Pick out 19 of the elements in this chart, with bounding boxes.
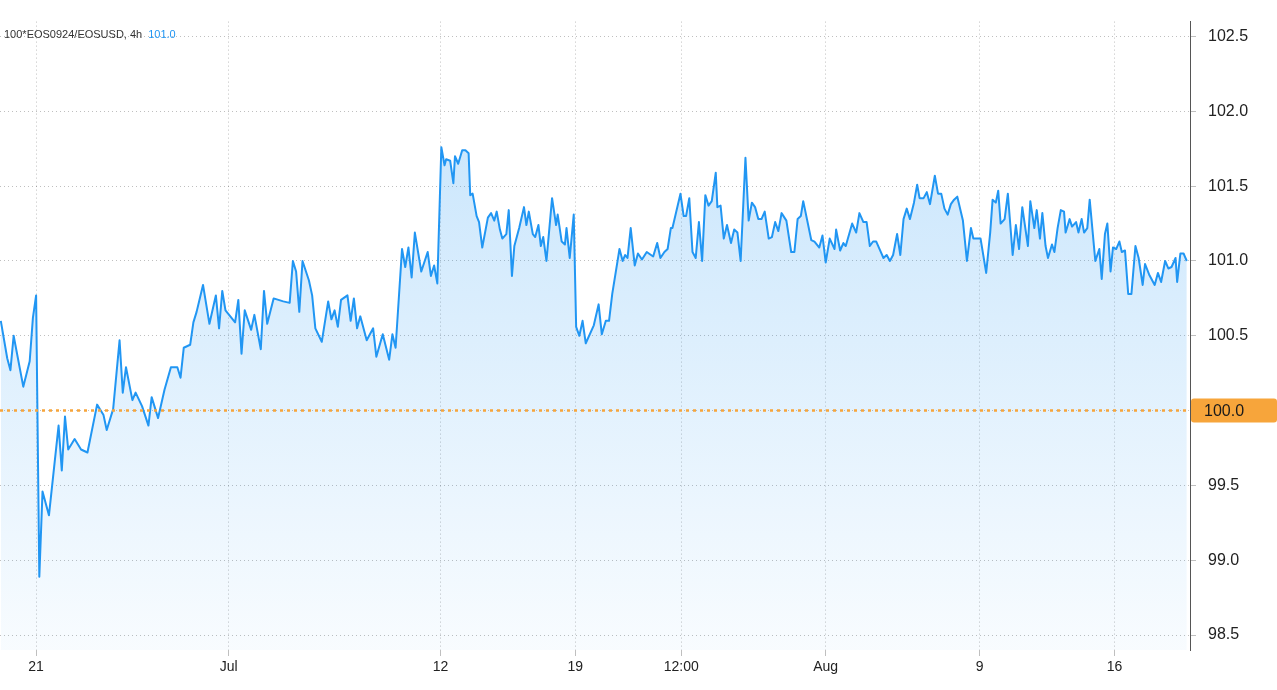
x-tick-label: 16 [1106,658,1123,675]
x-tick-label: 12 [432,658,449,675]
y-tick-label: 101.0 [1208,251,1249,269]
x-tick-label: Aug [813,658,839,675]
x-tick-label: Jul [219,658,238,675]
y-tick-label: 102.5 [1208,26,1249,44]
y-tick-label: 98.5 [1208,625,1240,643]
y-tick-label: 99.0 [1208,550,1240,568]
y-tick-label: 99.5 [1208,475,1240,493]
x-tick-label: 19 [567,658,584,675]
text: 100*EOS0924/EOSUSD, 4h [4,27,143,40]
annotation: 101.0 [148,27,176,40]
y-tick-label: 100.5 [1208,326,1249,344]
x-tick-label: 12:00 [663,658,699,675]
y-tick-label: 101.5 [1208,176,1249,194]
x-tick-label: 21 [28,658,45,675]
y-tick-label: 100.0 [1204,402,1245,420]
x-tick-label: 9 [975,658,984,675]
y-tick-label: 102.0 [1208,101,1249,119]
